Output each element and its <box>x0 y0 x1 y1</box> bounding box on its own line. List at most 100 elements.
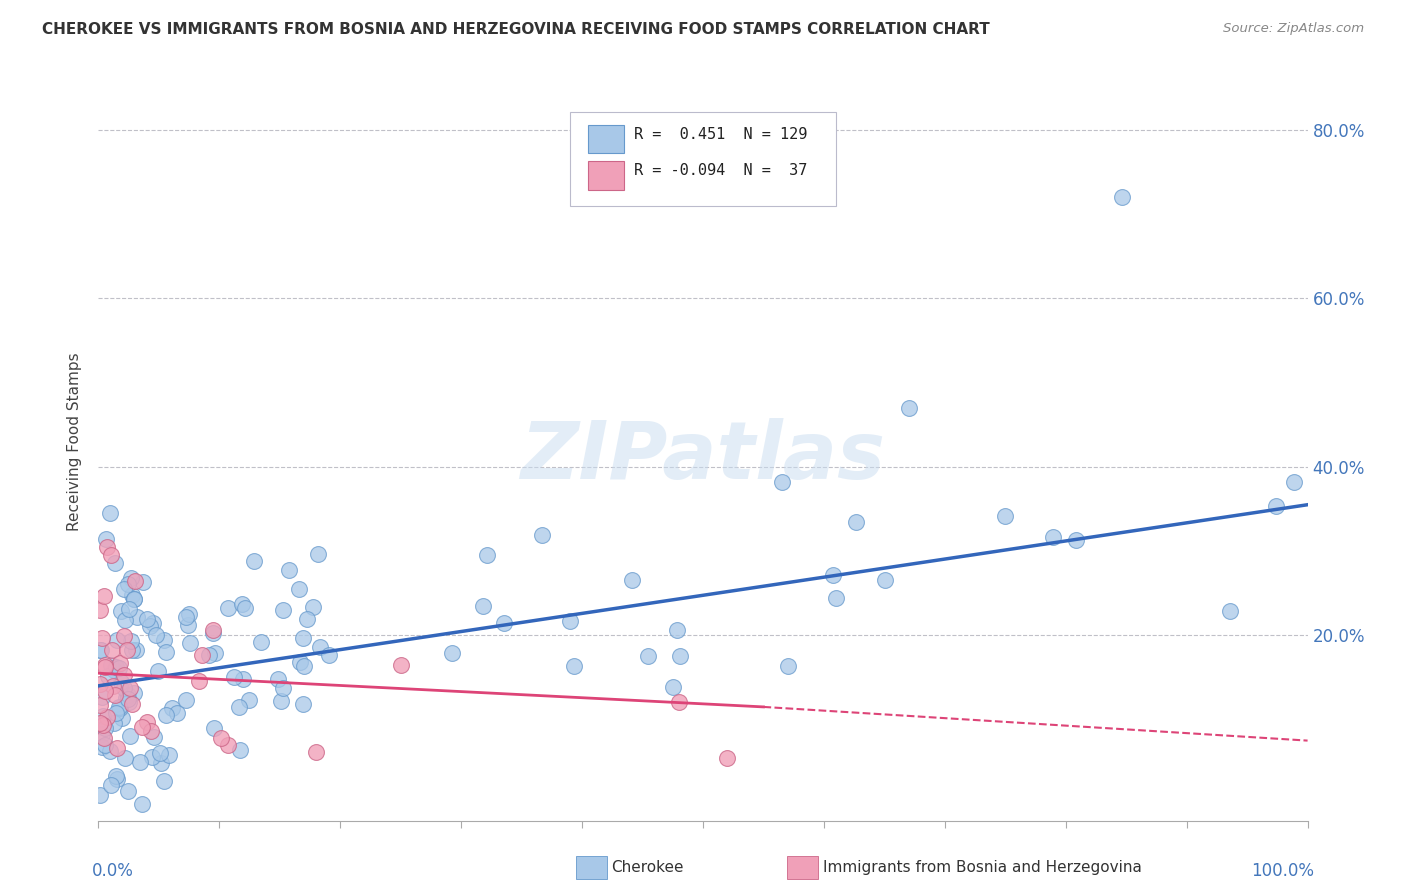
Point <box>187 673 209 688</box>
FancyBboxPatch shape <box>588 161 624 190</box>
Text: CHEROKEE VS IMMIGRANTS FROM BOSNIA AND HERZEGOVINA RECEIVING FOOD STAMPS CORRELA: CHEROKEE VS IMMIGRANTS FROM BOSNIA AND H… <box>42 22 990 37</box>
Point <box>201 623 224 637</box>
Point <box>292 631 315 645</box>
Point <box>118 602 141 616</box>
Text: ZIPatlas: ZIPatlas <box>520 417 886 496</box>
Point <box>492 615 515 630</box>
Point <box>90 643 112 657</box>
Point <box>1219 604 1241 618</box>
Point <box>91 631 114 645</box>
Point <box>94 684 117 698</box>
Point <box>114 613 136 627</box>
Point <box>118 730 141 744</box>
Point <box>308 640 330 655</box>
Point <box>112 667 135 681</box>
Point <box>97 669 120 683</box>
Point <box>89 698 111 712</box>
Point <box>270 693 292 707</box>
Point <box>562 659 585 673</box>
Point <box>115 643 138 657</box>
Point <box>637 649 659 664</box>
Point <box>107 661 129 675</box>
Point <box>117 576 139 591</box>
Point <box>104 688 127 702</box>
Point <box>149 746 172 760</box>
Point <box>288 655 311 669</box>
Point <box>1111 190 1133 204</box>
Point <box>204 646 226 660</box>
Point <box>318 648 340 663</box>
Point <box>105 633 128 648</box>
Point <box>125 610 148 624</box>
Point <box>91 727 114 741</box>
Point <box>149 756 172 770</box>
Text: R =  0.451  N = 129: R = 0.451 N = 129 <box>634 127 807 142</box>
Point <box>96 540 118 554</box>
Point <box>120 681 142 696</box>
Point <box>90 690 112 704</box>
Point <box>295 612 318 626</box>
Point <box>105 769 128 783</box>
Point <box>201 626 224 640</box>
Point <box>217 738 239 752</box>
Point <box>153 774 176 789</box>
Point <box>191 648 214 662</box>
Point <box>302 600 325 615</box>
Point <box>994 508 1017 523</box>
Point <box>292 659 315 673</box>
Point <box>232 672 254 686</box>
Point <box>668 695 690 709</box>
Point <box>120 571 142 585</box>
Point <box>209 731 232 746</box>
Point <box>117 692 139 706</box>
Point <box>103 679 125 693</box>
Point <box>112 582 135 596</box>
Point <box>100 778 122 792</box>
Point <box>121 643 143 657</box>
Point <box>142 615 165 630</box>
Point <box>105 741 128 756</box>
Point <box>136 611 159 625</box>
Point <box>174 610 197 624</box>
Point <box>143 731 166 745</box>
Point <box>132 575 155 590</box>
Point <box>224 670 246 684</box>
Point <box>155 644 177 658</box>
Point <box>124 592 146 607</box>
Point <box>292 697 315 711</box>
Point <box>115 691 138 706</box>
Point <box>89 643 111 657</box>
Point <box>114 751 136 765</box>
Point <box>103 663 125 677</box>
Point <box>117 688 139 702</box>
Point <box>217 601 239 615</box>
Point <box>776 659 799 673</box>
Point <box>93 589 115 603</box>
Point <box>179 636 201 650</box>
Point <box>110 675 132 690</box>
Point <box>89 603 111 617</box>
Point <box>558 614 581 628</box>
Point <box>94 532 117 546</box>
Point <box>897 401 920 415</box>
Text: R = -0.094  N =  37: R = -0.094 N = 37 <box>634 163 807 178</box>
Point <box>124 574 146 589</box>
Point <box>121 697 143 711</box>
Point <box>389 657 412 672</box>
Point <box>100 548 122 563</box>
Point <box>441 647 464 661</box>
Point <box>845 515 868 529</box>
Point <box>93 659 115 673</box>
Point <box>620 573 643 587</box>
Point <box>229 743 252 757</box>
Point <box>472 599 495 613</box>
Point <box>103 716 125 731</box>
Point <box>160 701 183 715</box>
Point <box>117 783 139 797</box>
Point <box>101 643 124 657</box>
Point <box>141 750 163 764</box>
Text: 0.0%: 0.0% <box>93 863 134 880</box>
Point <box>278 563 301 577</box>
Point <box>131 720 153 734</box>
Point <box>530 528 553 542</box>
